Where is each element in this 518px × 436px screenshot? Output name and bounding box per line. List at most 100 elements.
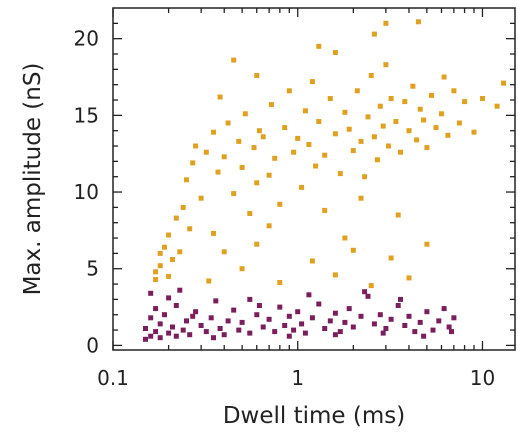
data-point-s1-37 — [295, 309, 301, 315]
data-point-s0-71 — [417, 106, 423, 112]
data-point-s0-57 — [368, 73, 374, 78]
plot-frame — [112, 7, 516, 351]
data-point-s0-97 — [309, 258, 315, 264]
data-point-s0-89 — [231, 57, 237, 63]
data-point-s0-45 — [316, 119, 322, 124]
data-point-s1-44 — [332, 310, 338, 316]
data-point-s0-3 — [157, 250, 163, 256]
data-point-s0-47 — [327, 96, 333, 101]
data-point-s1-53 — [383, 326, 389, 331]
data-point-s0-79 — [456, 120, 462, 126]
data-point-s1-9 — [166, 330, 172, 336]
data-point-s0-23 — [231, 191, 237, 197]
data-point-s0-19 — [215, 169, 221, 175]
data-point-s1-59 — [417, 319, 423, 325]
data-point-s0-16 — [203, 149, 209, 155]
data-point-s1-11 — [170, 324, 175, 330]
data-point-s0-44 — [313, 163, 319, 169]
data-point-s1-54 — [388, 316, 394, 322]
data-point-s0-95 — [254, 241, 260, 247]
data-point-s0-58 — [371, 134, 377, 140]
data-point-s0-78 — [451, 88, 457, 94]
data-point-s0-104 — [211, 230, 216, 236]
data-point-s0-84 — [501, 80, 506, 86]
data-point-s0-6 — [166, 232, 172, 238]
data-point-s0-56 — [365, 114, 371, 120]
data-point-s0-27 — [247, 211, 253, 216]
data-point-s0-43 — [309, 79, 315, 85]
data-point-s1-55 — [395, 303, 401, 308]
data-point-s0-66 — [398, 149, 403, 155]
data-point-s0-28 — [251, 145, 257, 151]
data-point-s1-19 — [203, 329, 209, 335]
data-point-s0-94 — [239, 266, 245, 272]
data-point-s1-71 — [148, 290, 154, 296]
data-point-s0-31 — [260, 134, 266, 140]
data-point-s1-72 — [211, 335, 216, 341]
y-tick-label: 10 — [74, 180, 99, 204]
data-point-s0-80 — [462, 99, 468, 105]
y-tick-label: 0 — [86, 333, 99, 357]
data-point-s1-47 — [346, 306, 352, 312]
data-point-s0-103 — [424, 241, 430, 247]
data-point-s1-36 — [291, 327, 297, 333]
data-point-s0-65 — [393, 119, 399, 124]
data-point-s1-48 — [350, 324, 356, 330]
data-point-s0-109 — [322, 207, 328, 213]
data-point-s0-106 — [342, 235, 348, 241]
data-point-s1-31 — [266, 316, 272, 322]
data-point-s1-39 — [302, 330, 308, 336]
y-tick-label: 5 — [86, 257, 99, 281]
data-point-s0-69 — [410, 83, 416, 89]
data-point-s0-39 — [295, 135, 301, 141]
data-point-s1-68 — [306, 292, 312, 298]
data-point-s1-20 — [208, 315, 214, 321]
data-point-s1-34 — [282, 323, 288, 328]
ticks-layer: 0.1 1 10 0 5 10 15 20 — [74, 8, 515, 390]
data-point-s0-68 — [406, 128, 412, 134]
data-point-s0-54 — [358, 138, 364, 144]
data-point-s0-93 — [221, 249, 227, 255]
x-tick-label: 0.1 — [97, 366, 129, 390]
data-point-s1-43 — [327, 318, 333, 324]
data-point-s1-65 — [451, 315, 457, 321]
data-point-s0-53 — [354, 88, 360, 94]
data-point-s0-46 — [322, 152, 328, 158]
data-point-s1-26 — [236, 327, 242, 333]
y-tick-label: 15 — [74, 103, 99, 127]
data-point-s1-51 — [371, 321, 377, 327]
data-point-s1-66 — [177, 287, 183, 293]
data-point-s0-9 — [177, 249, 183, 255]
data-point-s1-6 — [157, 335, 163, 341]
data-point-s1-22 — [217, 326, 223, 331]
data-point-s0-86 — [415, 19, 421, 25]
data-point-s0-40 — [299, 184, 305, 190]
data-point-s1-52 — [377, 312, 383, 318]
data-point-s1-18 — [198, 323, 204, 328]
data-point-s1-62 — [436, 318, 442, 324]
data-point-s1-41 — [316, 301, 322, 307]
data-point-s1-28 — [247, 330, 253, 336]
data-point-s0-38 — [291, 149, 297, 155]
data-point-s0-102 — [406, 275, 412, 281]
data-point-s0-101 — [388, 255, 394, 261]
data-point-s1-25 — [231, 307, 237, 313]
data-point-s0-96 — [277, 280, 283, 285]
data-point-s1-74 — [332, 332, 338, 338]
data-point-s0-90 — [254, 73, 260, 78]
data-point-s1-16 — [187, 332, 193, 338]
data-point-s0-17 — [206, 278, 212, 284]
data-point-s1-0 — [143, 336, 148, 342]
data-point-s0-82 — [480, 96, 485, 101]
data-point-s0-72 — [421, 117, 427, 123]
data-point-s0-18 — [211, 129, 216, 135]
data-point-s1-69 — [362, 289, 368, 295]
data-point-s0-32 — [266, 172, 272, 178]
data-point-s0-10 — [180, 204, 186, 210]
data-point-s1-46 — [342, 319, 348, 325]
data-point-s1-40 — [309, 315, 315, 321]
data-point-s1-10 — [166, 295, 172, 301]
plot-area: 0.1 1 10 0 5 10 15 20 — [74, 7, 516, 390]
data-point-s0-25 — [239, 165, 245, 170]
